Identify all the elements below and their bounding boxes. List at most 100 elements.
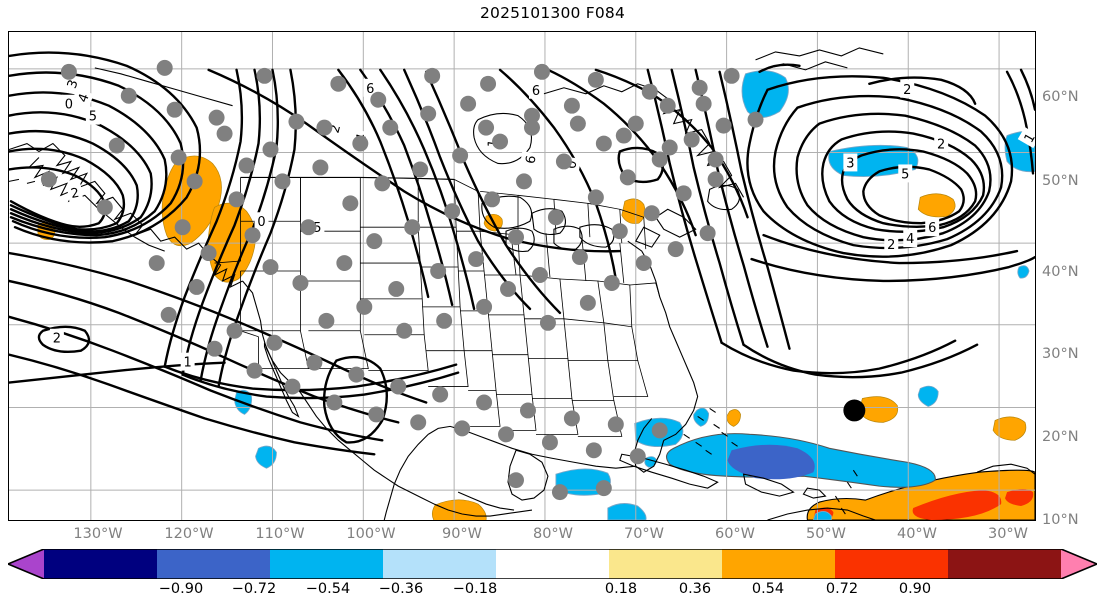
contour-label: 2 [49, 328, 64, 347]
station-dot [226, 322, 243, 339]
station-dot [352, 135, 369, 152]
svg-text:2: 2 [903, 83, 911, 98]
map-canvas: 340522105246160622356421 [9, 32, 1035, 520]
contour-label: 2 [66, 182, 84, 203]
station-dot [476, 394, 493, 411]
svg-text:6: 6 [366, 82, 374, 97]
station-dot [390, 378, 407, 395]
colorbar-tick-label: −0.90 [158, 581, 204, 597]
station-dot [292, 275, 309, 291]
station-dot [356, 298, 373, 315]
station-dot [348, 366, 365, 383]
station-dot [262, 259, 279, 276]
longitude-label: 30°W [987, 526, 1029, 542]
station-dot [336, 255, 353, 272]
station-dot [629, 448, 646, 465]
station-dot [595, 135, 612, 152]
station-dot [424, 67, 441, 84]
station-dot [555, 153, 572, 170]
map-panel: 340522105246160622356421 [8, 31, 1036, 521]
longitude-label: 40°W [896, 526, 938, 542]
longitude-label: 130°W [73, 526, 123, 542]
station-dot [108, 137, 125, 154]
station-dot [533, 63, 550, 80]
station-dot [316, 119, 333, 136]
colorbar-extend-min [8, 549, 44, 579]
colorbar-segment [496, 549, 610, 579]
longitude-label: 70°W [623, 526, 665, 542]
anomaly-shading [37, 70, 1035, 520]
station-dot [96, 199, 113, 216]
station-dot [585, 442, 602, 459]
station-dot [216, 125, 233, 142]
station-dot [707, 171, 724, 188]
colorbar-tick-label: 0.36 [678, 581, 712, 597]
longitude-label: 90°W [441, 526, 483, 542]
station-dot [370, 91, 387, 108]
colorbar-tick-label: 0.54 [751, 581, 785, 597]
station-dot [478, 119, 495, 136]
svg-text:6: 6 [928, 221, 936, 236]
station-dot [156, 59, 173, 76]
longitude-label: 60°W [714, 526, 756, 542]
station-dot [300, 219, 317, 236]
station-dot [326, 394, 343, 411]
latitude-label: 60°N [1042, 89, 1079, 105]
colorbar-extend-max [1061, 549, 1097, 579]
colorbar-tick-label: −0.54 [305, 581, 351, 597]
station-dot [476, 298, 493, 315]
colorbar-segment [609, 549, 723, 579]
colorbar [8, 549, 1097, 579]
station-dot [569, 115, 586, 132]
station-dot [188, 278, 205, 295]
colorbar-tick-label: −0.18 [452, 581, 498, 597]
station-dot [410, 414, 427, 431]
station-dot [468, 251, 485, 268]
station-dot [148, 255, 165, 272]
station-dot [508, 472, 524, 489]
station-dot [707, 151, 724, 168]
station-dot [200, 245, 217, 262]
station-dot [571, 249, 588, 266]
svg-text:0: 0 [65, 98, 73, 113]
station-dot [500, 280, 517, 297]
station-dot [699, 225, 716, 242]
station-dot [523, 119, 540, 136]
station-dot [641, 83, 658, 100]
station-dot [579, 294, 596, 311]
colorbar-tick-label: 0.90 [898, 581, 932, 597]
station-dot [430, 263, 447, 279]
station-dot [611, 223, 628, 240]
colorbar-tick-label: −0.36 [378, 581, 424, 597]
contour-label: 0 [61, 94, 76, 113]
contour-label: 4 [903, 229, 918, 247]
station-dot [166, 101, 183, 118]
contour-label: 3 [843, 153, 858, 171]
svg-text:5: 5 [313, 221, 321, 236]
station-dot [404, 219, 421, 236]
colorbar-segment [44, 549, 158, 579]
station-dot [498, 426, 515, 443]
contour-label: 6 [925, 218, 940, 236]
station-dot [587, 189, 604, 206]
svg-text:4: 4 [906, 232, 914, 247]
coastlines [9, 47, 1035, 520]
station-dot [683, 131, 700, 148]
station-dot [619, 169, 636, 186]
station-dot [747, 111, 764, 128]
station-dot [208, 109, 225, 126]
station-dot [288, 113, 305, 130]
station-dot [174, 219, 191, 236]
svg-text:3: 3 [846, 156, 854, 171]
station-dot [432, 386, 449, 403]
contour-label: 2 [934, 134, 949, 153]
station-dot [412, 161, 429, 178]
station-dot [274, 173, 291, 190]
colorbar-canvas [8, 549, 1097, 579]
station-dot [587, 71, 604, 88]
station-dot [312, 159, 329, 176]
svg-text:2: 2 [327, 123, 344, 135]
latitude-label: 40°N [1042, 264, 1079, 280]
station-dot [635, 255, 652, 272]
station-dot [330, 75, 347, 92]
